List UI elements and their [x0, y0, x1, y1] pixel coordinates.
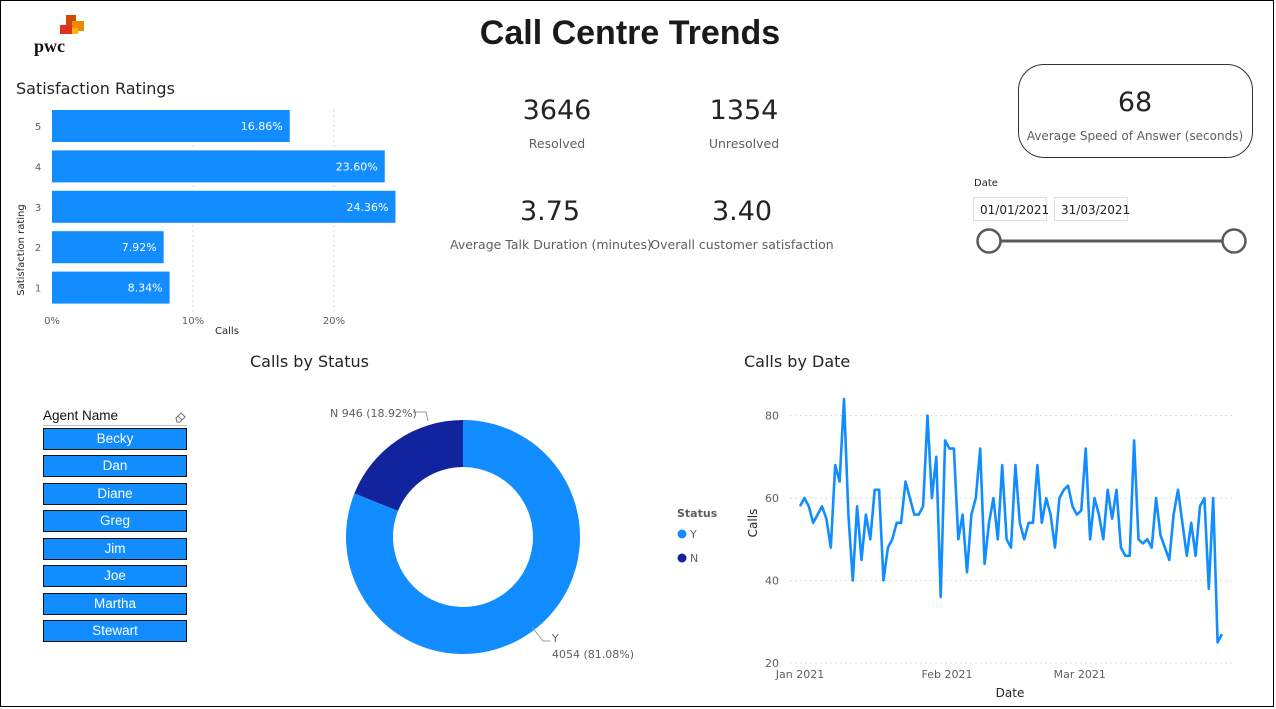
satisfaction-title: Satisfaction Ratings — [16, 79, 175, 98]
date-end-input[interactable]: 31/03/2021 — [1054, 197, 1130, 221]
slider-start-handle[interactable] — [976, 228, 1002, 254]
donut-slice-y[interactable] — [346, 420, 580, 654]
satisfaction-bar[interactable] — [52, 190, 396, 223]
slider-end-handle[interactable] — [1221, 228, 1247, 254]
status-y-leader-line — [531, 626, 550, 642]
talk-duration-value: 3.75 — [519, 196, 581, 227]
satisfaction-y-tick: 2 — [35, 243, 41, 254]
page-title: Call Centre Trends — [479, 14, 781, 52]
date-chart-title: Calls by Date — [744, 352, 851, 371]
status-legend-y[interactable]: Y — [689, 528, 697, 541]
date-chart-x-tick: Feb 2021 — [922, 668, 973, 681]
satisfaction-x-tick: 0% — [44, 316, 60, 327]
pwc-logo: pwc — [28, 14, 98, 60]
satisfaction-bar-label: 8.34% — [128, 282, 163, 295]
unresolved-label: Unresolved — [708, 136, 780, 151]
status-donut-chart[interactable]: N 946 (18.92%) Y 4054 (81.08%) Status Y … — [300, 395, 740, 670]
agent-slicer-title: Agent Name — [43, 408, 119, 423]
satisfaction-x-tick: 10% — [182, 316, 204, 327]
satisfaction-chart[interactable]: 0% 10% 20% 5 16.86% 4 23.60% 3 24.36% 2 7.92% 1 8.3… — [0, 100, 420, 345]
asa-card: 68 Average Speed of Answer (seconds) — [1018, 64, 1253, 158]
satisfaction-bar[interactable] — [52, 110, 290, 142]
asa-value: 68 — [1117, 87, 1153, 118]
date-slicer-label: Date — [974, 178, 998, 189]
status-n-leader-line — [413, 411, 429, 422]
agent-button-joe[interactable]: Joe — [43, 565, 187, 587]
satisfaction-bar[interactable] — [52, 271, 170, 304]
agent-button-martha[interactable]: Martha — [43, 593, 187, 615]
agent-button-stewart[interactable]: Stewart — [43, 620, 187, 642]
eraser-icon[interactable] — [173, 410, 187, 423]
satisfaction-x-tick: 20% — [323, 316, 345, 327]
resolved-value: 3646 — [522, 95, 592, 126]
satisfaction-bar[interactable] — [52, 231, 164, 264]
agent-button-greg[interactable]: Greg — [43, 510, 187, 532]
date-chart-x-tick: Jan 2021 — [775, 668, 824, 681]
status-label-y-value: 4054 (81.08%) — [552, 648, 634, 661]
satisfaction-bar[interactable] — [52, 150, 385, 183]
satisfaction-y-tick: 3 — [35, 203, 41, 214]
date-chart-ylabel: Calls — [746, 509, 760, 538]
talk-duration-label: Average Talk Duration (minutes) — [450, 237, 652, 252]
status-chart-title: Calls by Status — [250, 352, 369, 371]
satisfaction-bar-label: 24.36% — [347, 201, 389, 214]
status-legend-n[interactable]: N — [690, 552, 698, 565]
date-start-input[interactable]: 01/01/2021 — [973, 197, 1049, 221]
satisfaction-xlabel: Calls — [215, 326, 239, 337]
resolved-label: Resolved — [528, 136, 586, 151]
date-chart-xlabel: Date — [996, 686, 1025, 700]
calls-by-date-chart[interactable]: 20 40 60 80 Jan 2021 Feb 2021 Mar 2021 Calls D… — [735, 395, 1245, 705]
date-range-slider[interactable] — [970, 225, 1250, 259]
agent-button-diane[interactable]: Diane — [43, 483, 187, 505]
satisfaction-bar-label: 23.60% — [336, 160, 378, 173]
satisfaction-y-tick: 5 — [35, 122, 41, 133]
agent-button-dan[interactable]: Dan — [43, 455, 187, 477]
calls-line-series[interactable] — [798, 397, 1224, 644]
agent-slicer-header: Agent Name — [43, 408, 187, 426]
csat-label: Overall customer satisfaction — [650, 237, 834, 252]
asa-label: Average Speed of Answer (seconds) — [1026, 129, 1244, 143]
pwc-logo-mark — [60, 15, 84, 34]
satisfaction-ylabel: Satisfaction rating — [16, 204, 27, 296]
status-label-n: N 946 (18.92%) — [330, 407, 417, 420]
date-chart-y-tick: 60 — [765, 492, 779, 505]
logo-text: pwc — [34, 36, 65, 56]
satisfaction-bar-label: 16.86% — [241, 120, 283, 133]
satisfaction-y-tick: 4 — [35, 162, 41, 173]
agent-button-becky[interactable]: Becky — [43, 428, 187, 450]
date-chart-y-tick: 40 — [765, 575, 779, 588]
unresolved-value: 1354 — [709, 95, 779, 126]
satisfaction-bar-label: 7.92% — [122, 241, 157, 254]
status-legend-title: Status — [677, 507, 718, 520]
satisfaction-y-tick: 1 — [35, 284, 41, 295]
date-chart-y-tick: 20 — [765, 657, 779, 670]
agent-button-jim[interactable]: Jim — [43, 538, 187, 560]
csat-value: 3.40 — [711, 196, 773, 227]
status-legend-n-marker — [677, 553, 687, 563]
date-chart-y-tick: 80 — [765, 410, 779, 423]
date-chart-x-tick: Mar 2021 — [1054, 668, 1106, 681]
status-legend-y-marker — [677, 529, 687, 539]
status-label-y-name: Y — [551, 632, 559, 645]
donut-slice-n[interactable] — [354, 420, 463, 511]
